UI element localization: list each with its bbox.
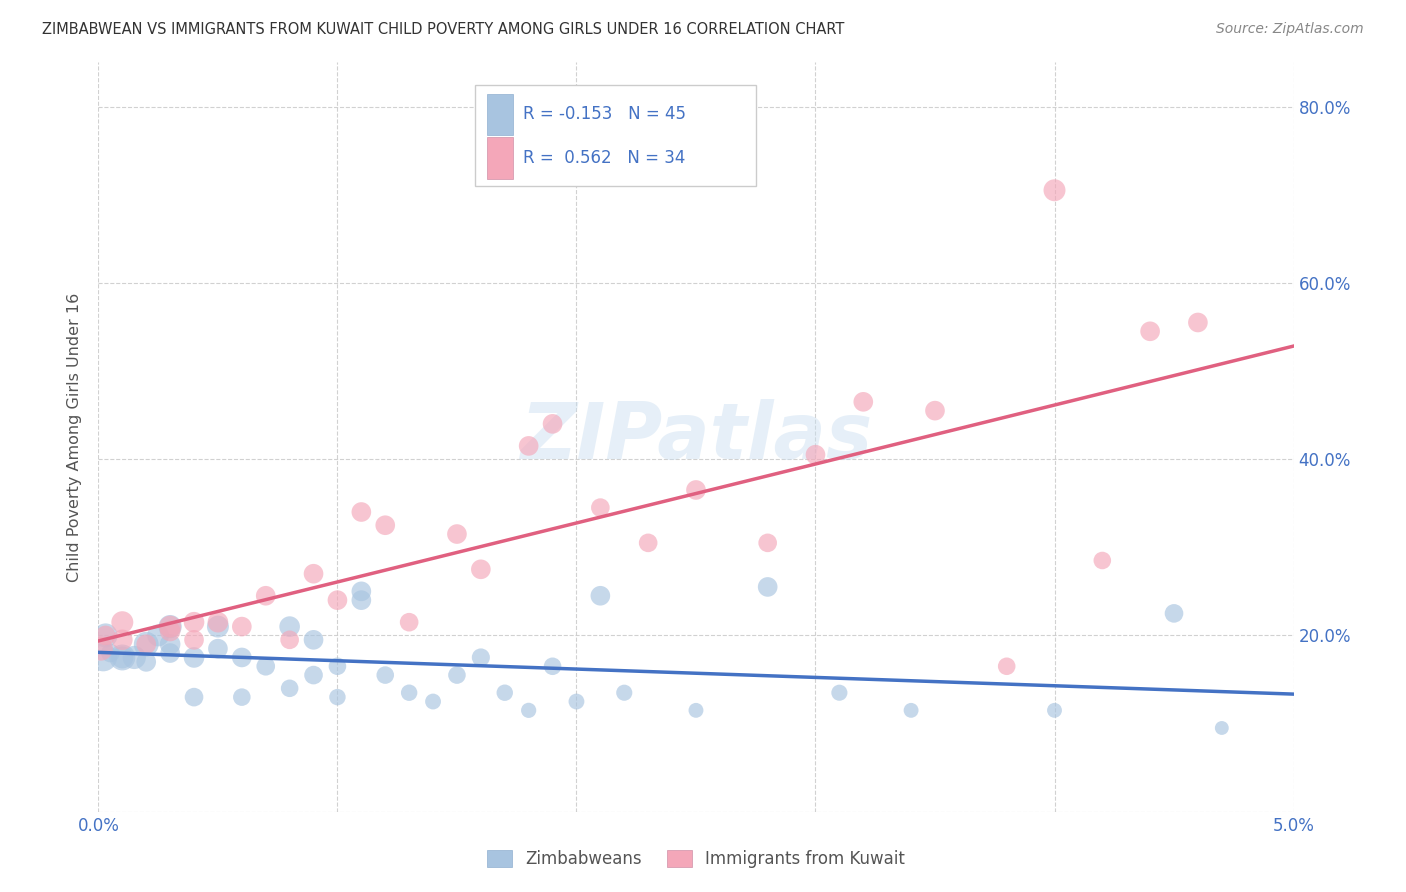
Point (207, 615, 229, 630)
Point (1043, 703, 1066, 717)
Point (159, 619, 181, 633)
Point (111, 632, 134, 647)
Point (1139, 324, 1161, 338)
Point (637, 536, 659, 550)
Text: Source: ZipAtlas.com: Source: ZipAtlas.com (1216, 22, 1364, 37)
Point (302, 668, 325, 682)
Point (302, 632, 325, 647)
Point (756, 536, 779, 550)
Point (124, 650, 146, 665)
Point (207, 641, 229, 656)
Y-axis label: Child Poverty Among Girls Under 16: Child Poverty Among Girls Under 16 (67, 293, 83, 582)
Point (900, 703, 922, 717)
Text: ZIMBABWEAN VS IMMIGRANTS FROM KUWAIT CHILD POVERTY AMONG GIRLS UNDER 16 CORRELAT: ZIMBABWEAN VS IMMIGRANTS FROM KUWAIT CHI… (42, 22, 845, 37)
Point (1091, 553, 1114, 567)
Point (278, 681, 301, 696)
Text: ZIPatlas: ZIPatlas (520, 399, 872, 475)
Point (995, 659, 1018, 673)
Point (326, 690, 349, 705)
Point (589, 500, 612, 515)
Point (231, 690, 253, 705)
Point (565, 694, 588, 708)
Point (1187, 316, 1209, 330)
Point (422, 694, 444, 708)
Point (398, 686, 420, 700)
Point (302, 566, 325, 581)
Point (494, 686, 516, 700)
Point (350, 505, 373, 519)
Point (541, 417, 564, 431)
Point (254, 659, 277, 673)
Point (326, 593, 349, 607)
Point (350, 593, 373, 607)
Point (159, 637, 181, 651)
Point (231, 619, 253, 633)
Point (111, 650, 134, 665)
Point (94, 628, 117, 642)
Point (159, 619, 181, 633)
Point (541, 659, 564, 673)
Point (470, 562, 492, 576)
Point (148, 628, 170, 642)
Point (254, 589, 277, 603)
Point (111, 650, 134, 665)
Legend: Zimbabweans, Immigrants from Kuwait: Zimbabweans, Immigrants from Kuwait (481, 843, 911, 874)
Point (111, 615, 134, 630)
Point (94, 628, 117, 642)
Point (183, 650, 205, 665)
FancyBboxPatch shape (486, 137, 513, 178)
Point (804, 448, 827, 462)
Point (278, 632, 301, 647)
Point (135, 655, 157, 669)
Point (446, 527, 468, 541)
Point (278, 619, 301, 633)
Text: R =  0.562   N = 34: R = 0.562 N = 34 (523, 149, 685, 167)
Point (1163, 607, 1185, 621)
Point (517, 703, 540, 717)
Point (183, 690, 205, 705)
Point (1043, 183, 1066, 197)
FancyBboxPatch shape (475, 85, 756, 186)
Point (852, 394, 875, 409)
FancyBboxPatch shape (486, 94, 513, 135)
Point (1211, 721, 1233, 735)
Text: R = -0.153   N = 45: R = -0.153 N = 45 (523, 105, 686, 123)
Point (183, 632, 205, 647)
Point (685, 483, 707, 497)
Point (326, 659, 349, 673)
Point (756, 580, 779, 594)
Point (135, 637, 157, 651)
Point (231, 650, 253, 665)
Point (98, 646, 122, 660)
Point (159, 624, 181, 638)
Point (924, 403, 946, 417)
Point (374, 518, 396, 533)
Point (90, 641, 112, 656)
Point (517, 439, 540, 453)
Point (446, 668, 468, 682)
Point (135, 637, 157, 651)
Point (183, 615, 205, 630)
Point (685, 703, 707, 717)
Point (398, 615, 420, 630)
Point (207, 619, 229, 633)
Point (350, 584, 373, 599)
Point (159, 646, 181, 660)
Point (374, 668, 396, 682)
Point (613, 686, 636, 700)
Point (828, 686, 851, 700)
Point (91, 650, 114, 665)
Point (589, 589, 612, 603)
Point (470, 650, 492, 665)
